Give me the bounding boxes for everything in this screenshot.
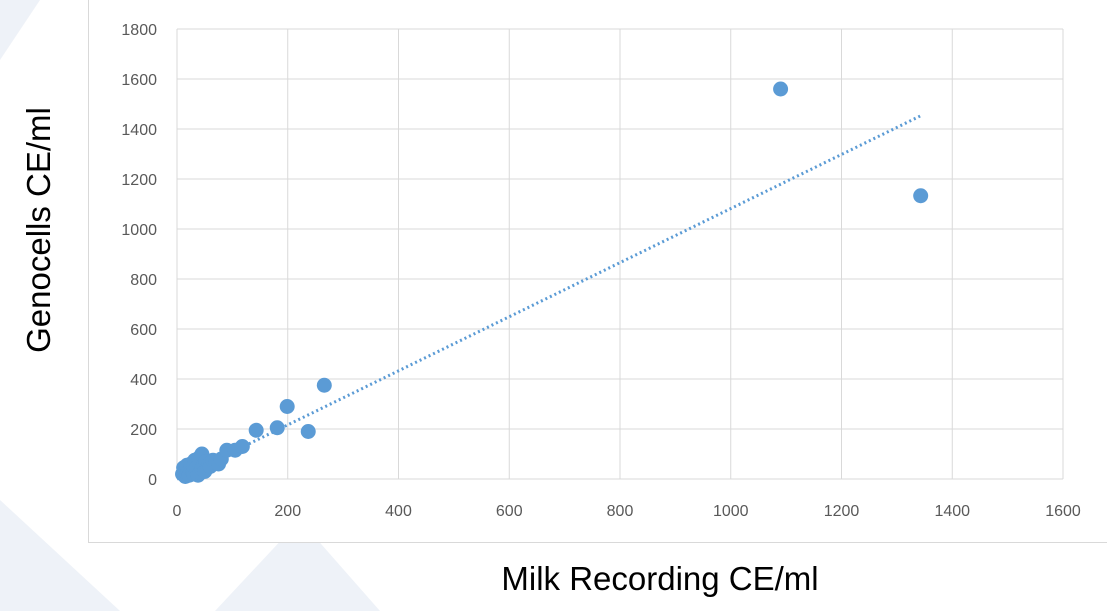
y-tick-label: 0	[148, 472, 157, 489]
trendline	[176, 113, 923, 481]
y-tick-label: 1400	[121, 122, 157, 139]
x-tick-label: 600	[496, 503, 523, 520]
trendline-linear	[176, 113, 923, 481]
tick-labels: 0 200 400 600 800 1000 1200 1400 1600 1800 0 200 400…	[121, 22, 1080, 520]
x-tick-label: 1600	[1045, 503, 1081, 520]
x-axis-title: Milk Recording CE/ml	[501, 560, 819, 597]
y-tick-label: 1200	[121, 172, 157, 189]
y-axis-title: Genocells CE/ml	[20, 107, 57, 353]
y-tick-label: 1000	[121, 222, 157, 239]
y-tick-label: 400	[130, 372, 157, 389]
data-points	[175, 81, 929, 484]
y-tick-label: 1800	[121, 22, 157, 39]
x-tick-label: 0	[173, 503, 182, 520]
data-point	[300, 424, 316, 439]
x-tick-label: 1000	[713, 503, 749, 520]
y-tick-label: 600	[130, 322, 157, 339]
data-point	[248, 422, 264, 438]
x-tick-label: 1200	[824, 503, 860, 520]
bg-shape	[215, 520, 380, 611]
data-point	[913, 188, 929, 204]
data-point	[316, 377, 332, 393]
y-axis-title-wrapper: Genocells CE/ml	[4, 60, 74, 400]
y-tick-label: 200	[130, 422, 157, 439]
x-tick-label: 200	[274, 503, 301, 520]
data-point	[269, 420, 285, 436]
data-point	[279, 399, 295, 414]
chart-frame	[88, 0, 1107, 543]
data-point	[234, 439, 250, 454]
data-point	[773, 81, 789, 97]
x-tick-label: 400	[385, 503, 412, 520]
bg-shape	[0, 500, 120, 611]
chart-title-mask	[455, 0, 755, 38]
grid-lines	[176, 28, 1064, 480]
x-tick-label: 1400	[934, 503, 970, 520]
x-tick-label: 800	[607, 503, 634, 520]
y-tick-label: 1600	[121, 72, 157, 89]
bg-shape	[0, 0, 40, 60]
y-tick-label: 800	[130, 272, 157, 289]
